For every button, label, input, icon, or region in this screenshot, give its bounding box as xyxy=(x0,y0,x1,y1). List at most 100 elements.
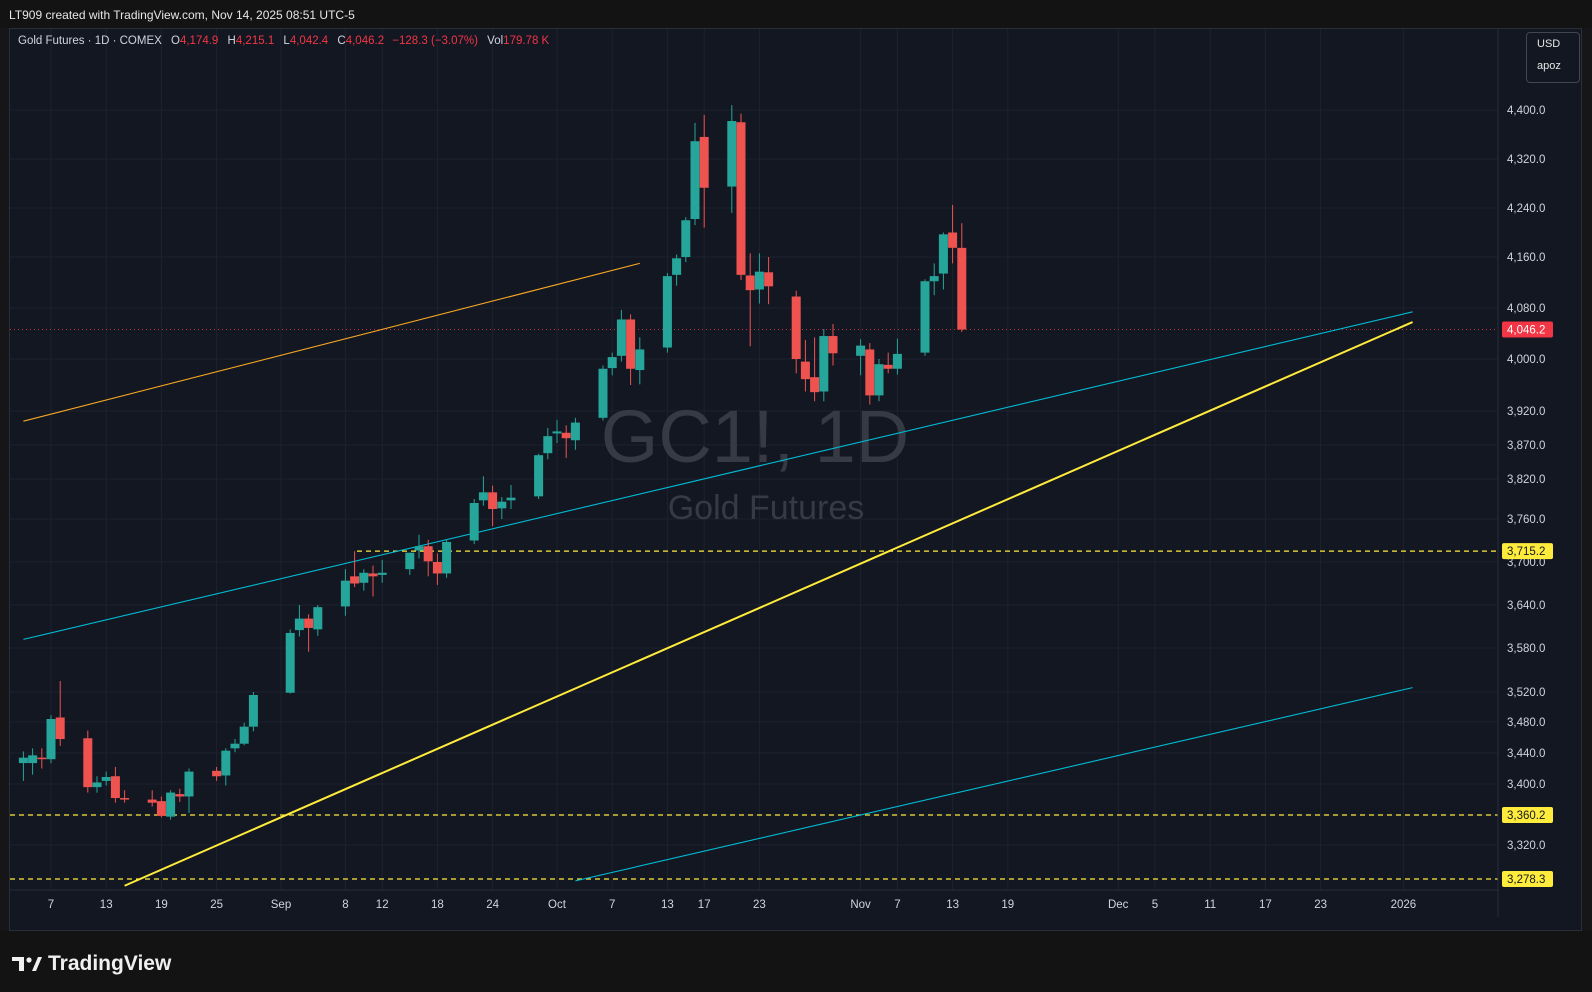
candle[interactable] xyxy=(865,343,875,405)
trendline[interactable] xyxy=(124,321,1414,887)
candle[interactable] xyxy=(101,771,111,786)
candle[interactable] xyxy=(856,339,866,376)
candle[interactable] xyxy=(221,748,231,786)
candle[interactable] xyxy=(874,359,884,402)
candle[interactable] xyxy=(147,790,157,807)
candle[interactable] xyxy=(478,476,488,506)
candle[interactable] xyxy=(892,338,902,375)
candle[interactable] xyxy=(662,272,672,353)
candle[interactable] xyxy=(414,534,424,559)
candle[interactable] xyxy=(230,739,240,753)
candle-body xyxy=(175,794,185,797)
candle[interactable] xyxy=(423,539,433,577)
candle[interactable] xyxy=(681,217,691,263)
candle[interactable] xyxy=(28,748,38,775)
candle[interactable] xyxy=(699,114,709,228)
currency-selector[interactable]: USD apoz xyxy=(1526,32,1580,83)
candle[interactable] xyxy=(957,223,967,332)
trendline[interactable] xyxy=(575,687,1413,882)
candle[interactable] xyxy=(598,365,608,421)
candle[interactable] xyxy=(727,105,737,213)
candle[interactable] xyxy=(405,552,415,575)
candle[interactable] xyxy=(120,790,130,803)
candle[interactable] xyxy=(543,428,553,460)
candle[interactable] xyxy=(626,314,636,385)
candle[interactable] xyxy=(948,204,958,264)
candle[interactable] xyxy=(304,614,314,652)
candle[interactable] xyxy=(285,629,295,694)
legend-symbol: Gold Futures · 1D · COMEX xyxy=(18,35,162,47)
candle[interactable] xyxy=(110,766,120,803)
candle-body xyxy=(690,141,700,220)
candle-body xyxy=(929,276,939,282)
candle[interactable] xyxy=(607,352,617,376)
candle[interactable] xyxy=(810,337,820,402)
time-tick-label: Sep xyxy=(271,899,291,911)
candle-body xyxy=(414,546,424,551)
candle[interactable] xyxy=(175,788,185,802)
candle[interactable] xyxy=(883,352,893,374)
price-tick-label: 3,520.0 xyxy=(1507,687,1545,699)
candle[interactable] xyxy=(37,748,47,769)
candle[interactable] xyxy=(46,715,56,764)
candle[interactable] xyxy=(83,730,93,793)
candle[interactable] xyxy=(570,417,580,450)
candle[interactable] xyxy=(828,323,838,366)
candle[interactable] xyxy=(313,605,323,636)
candle[interactable] xyxy=(672,254,682,286)
candle-body xyxy=(248,695,258,727)
candle[interactable] xyxy=(929,263,939,296)
candle[interactable] xyxy=(800,339,810,392)
candle[interactable] xyxy=(561,425,571,458)
candle[interactable] xyxy=(745,253,755,347)
candle[interactable] xyxy=(294,605,304,637)
price-tick-label: 3,440.0 xyxy=(1507,748,1545,760)
trendline[interactable] xyxy=(23,311,1413,640)
candle[interactable] xyxy=(156,796,166,818)
candle[interactable] xyxy=(377,559,387,583)
candle-body xyxy=(626,319,636,369)
candle[interactable] xyxy=(497,497,507,519)
candle[interactable] xyxy=(754,253,764,304)
candle[interactable] xyxy=(92,776,102,793)
candle-body xyxy=(635,349,645,371)
time-axis[interactable]: 7 13 19 25 Sep 8 12 18 24 Oct 7 13 17 23 Nov 7 13 19 Dec 5 1… xyxy=(10,889,1498,911)
candle[interactable] xyxy=(340,569,350,616)
candle[interactable] xyxy=(552,419,562,443)
candle[interactable] xyxy=(469,499,479,545)
candle[interactable] xyxy=(534,453,544,499)
candle[interactable] xyxy=(248,692,258,732)
candle[interactable] xyxy=(938,232,948,290)
candle-body xyxy=(561,432,571,439)
candle[interactable] xyxy=(616,309,626,362)
candle[interactable] xyxy=(635,337,645,385)
time-tick-label: 19 xyxy=(155,899,168,911)
candle[interactable] xyxy=(166,790,176,820)
candle[interactable] xyxy=(212,766,222,781)
candle-body xyxy=(552,431,562,434)
candle[interactable] xyxy=(920,279,930,356)
price-tick-label: 3,760.0 xyxy=(1507,514,1545,526)
candle[interactable] xyxy=(18,751,28,781)
candle[interactable] xyxy=(55,681,65,747)
candle[interactable] xyxy=(442,539,452,578)
candle[interactable] xyxy=(764,257,774,305)
candle[interactable] xyxy=(239,722,249,746)
tradingview-logo[interactable]: TradingView xyxy=(12,952,171,976)
candle[interactable] xyxy=(184,768,194,813)
candle-body xyxy=(147,799,157,803)
time-tick-label: 13 xyxy=(100,899,113,911)
price-axis[interactable]: 3,320.0 3,400.0 3,440.0 3,480.0 3,520.0 3,580… xyxy=(1497,29,1545,917)
candle[interactable] xyxy=(432,553,442,585)
candle[interactable] xyxy=(359,569,369,591)
candle[interactable] xyxy=(690,122,700,226)
candle[interactable] xyxy=(791,290,801,374)
candle[interactable] xyxy=(350,551,360,588)
candle[interactable] xyxy=(488,485,498,527)
trendline[interactable] xyxy=(23,262,640,422)
candle[interactable] xyxy=(368,565,378,597)
candle[interactable] xyxy=(506,485,516,509)
candle[interactable] xyxy=(819,329,829,402)
candle[interactable] xyxy=(736,113,746,280)
